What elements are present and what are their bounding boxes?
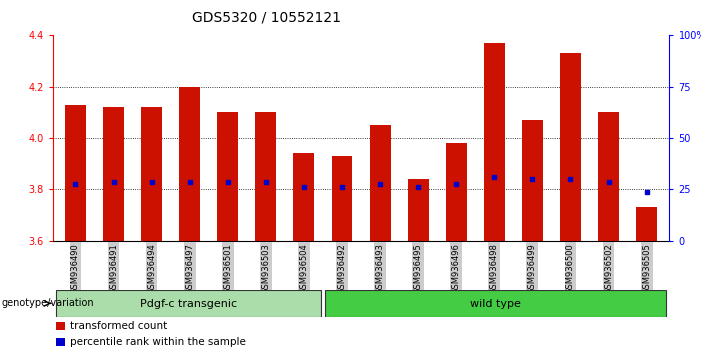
Bar bbox=[55, 322, 65, 330]
Text: wild type: wild type bbox=[470, 298, 521, 309]
Text: GSM936502: GSM936502 bbox=[604, 243, 613, 294]
Text: GSM936491: GSM936491 bbox=[109, 243, 118, 294]
Bar bbox=[56, 290, 321, 317]
Text: percentile rank within the sample: percentile rank within the sample bbox=[69, 337, 245, 347]
Bar bbox=[332, 156, 353, 241]
Text: GSM936503: GSM936503 bbox=[261, 243, 271, 294]
Text: GSM936494: GSM936494 bbox=[147, 243, 156, 294]
Text: transformed count: transformed count bbox=[69, 321, 167, 331]
Bar bbox=[255, 113, 276, 241]
Bar bbox=[446, 143, 467, 241]
Bar bbox=[217, 113, 238, 241]
Text: GSM936493: GSM936493 bbox=[376, 243, 385, 294]
Text: GSM936497: GSM936497 bbox=[185, 243, 194, 294]
Bar bbox=[598, 113, 619, 241]
Bar bbox=[369, 125, 390, 241]
Text: GSM936500: GSM936500 bbox=[566, 243, 575, 294]
Bar bbox=[560, 53, 581, 241]
Bar bbox=[55, 338, 65, 346]
Text: GSM936495: GSM936495 bbox=[414, 243, 423, 294]
Bar bbox=[325, 290, 666, 317]
Text: GSM936504: GSM936504 bbox=[299, 243, 308, 294]
Text: GSM936490: GSM936490 bbox=[71, 243, 80, 294]
Text: GSM936496: GSM936496 bbox=[451, 243, 461, 294]
Text: GSM936499: GSM936499 bbox=[528, 243, 537, 294]
Text: GDS5320 / 10552121: GDS5320 / 10552121 bbox=[192, 11, 341, 25]
Bar bbox=[522, 120, 543, 241]
Text: GSM936492: GSM936492 bbox=[337, 243, 346, 294]
Bar bbox=[484, 43, 505, 241]
Text: GSM936501: GSM936501 bbox=[223, 243, 232, 294]
Text: GSM936505: GSM936505 bbox=[642, 243, 651, 294]
Bar bbox=[294, 154, 314, 241]
Bar bbox=[408, 179, 428, 241]
Bar bbox=[103, 107, 124, 241]
Bar bbox=[179, 87, 200, 241]
Bar bbox=[141, 107, 162, 241]
Bar bbox=[65, 105, 86, 241]
Bar bbox=[636, 207, 657, 241]
Text: genotype/variation: genotype/variation bbox=[1, 298, 94, 308]
Text: Pdgf-c transgenic: Pdgf-c transgenic bbox=[140, 298, 237, 309]
Text: GSM936498: GSM936498 bbox=[490, 243, 499, 294]
